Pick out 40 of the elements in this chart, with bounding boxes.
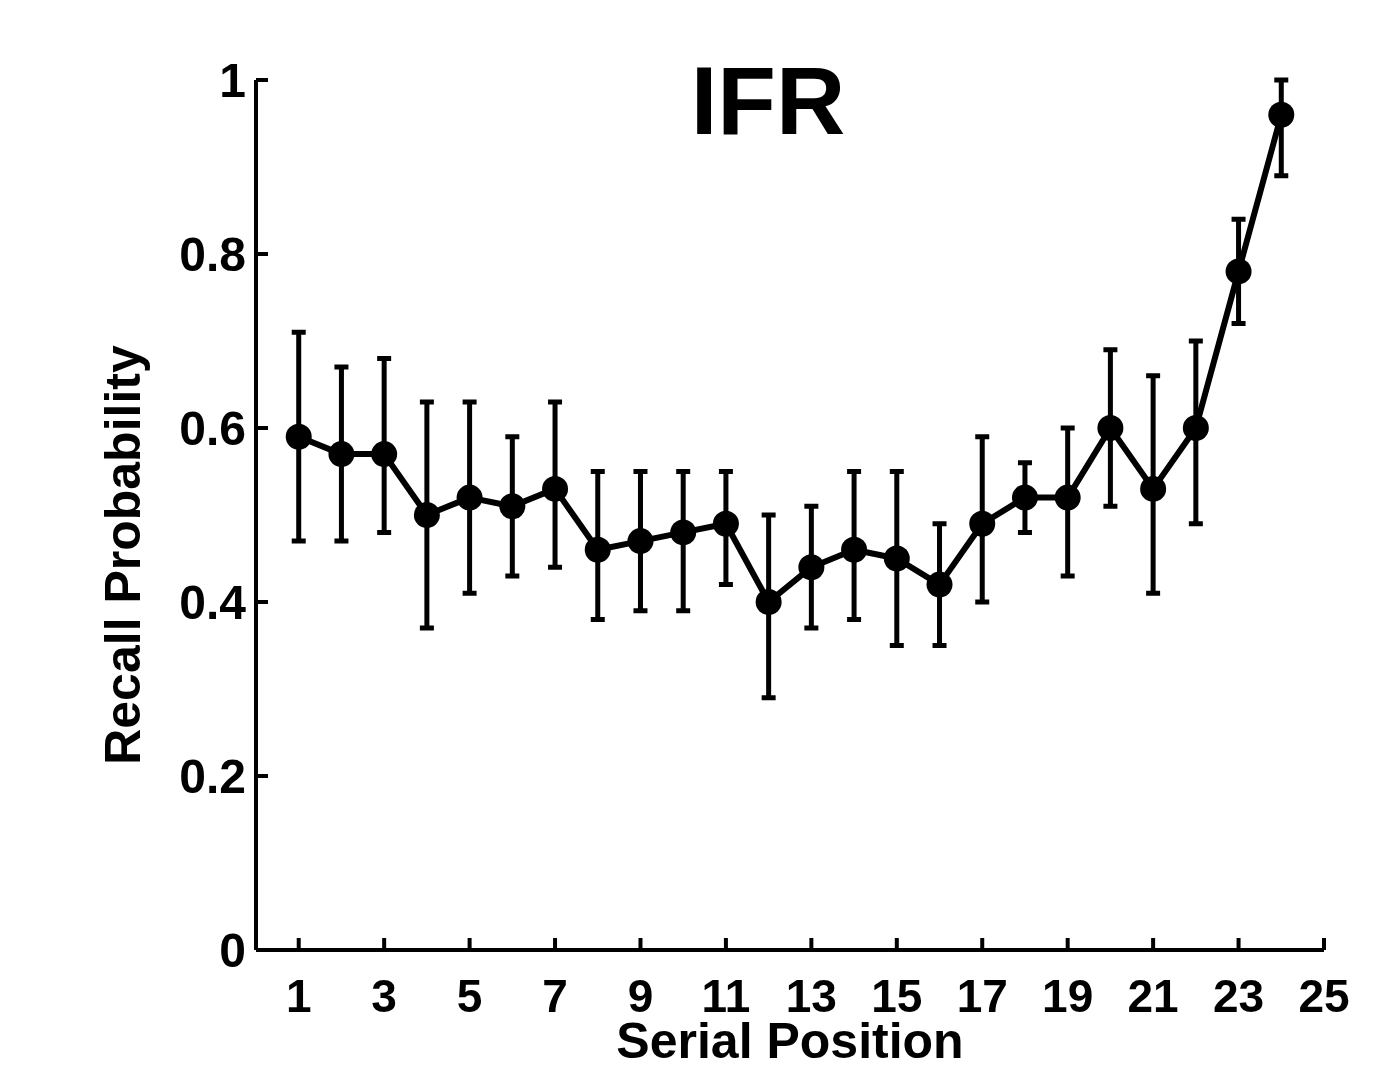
point (1054, 484, 1081, 511)
x-tick-label: 5 (456, 970, 483, 1022)
point (841, 536, 868, 563)
chart-title: IFR (690, 47, 846, 154)
point (285, 423, 312, 450)
y-tick-label: 0.6 (179, 401, 246, 455)
x-tick-label: 3 (371, 970, 397, 1022)
point (499, 493, 526, 520)
x-tick-label: 21 (1127, 970, 1179, 1022)
y-tick-label: 0.2 (179, 749, 246, 803)
x-tick-label: 19 (1042, 970, 1094, 1022)
point (712, 510, 739, 537)
point (883, 545, 910, 572)
x-tick-label: 23 (1212, 970, 1265, 1022)
point (926, 571, 953, 598)
point (1225, 258, 1252, 285)
point (328, 441, 355, 468)
point (969, 510, 996, 537)
point (755, 589, 782, 615)
point (1011, 484, 1038, 511)
y-tick-label: 1 (219, 53, 246, 107)
y-tick-label: 0 (219, 923, 246, 977)
point (456, 484, 483, 511)
point (1268, 101, 1295, 128)
point (584, 536, 611, 563)
x-tick-label: 1 (285, 970, 312, 1022)
point (798, 554, 825, 581)
x-tick-label: 7 (542, 970, 568, 1022)
y-axis-title: Recall Probability (95, 345, 151, 765)
point (670, 519, 697, 546)
point (627, 528, 654, 555)
point (1182, 415, 1209, 441)
x-tick-label: 25 (1298, 970, 1350, 1022)
point (413, 502, 440, 528)
point (1140, 475, 1167, 502)
y-tick-label: 0.8 (179, 227, 246, 281)
point (371, 441, 398, 468)
point (542, 475, 569, 502)
point (1097, 415, 1124, 441)
y-tick-label: 0.4 (179, 575, 247, 629)
